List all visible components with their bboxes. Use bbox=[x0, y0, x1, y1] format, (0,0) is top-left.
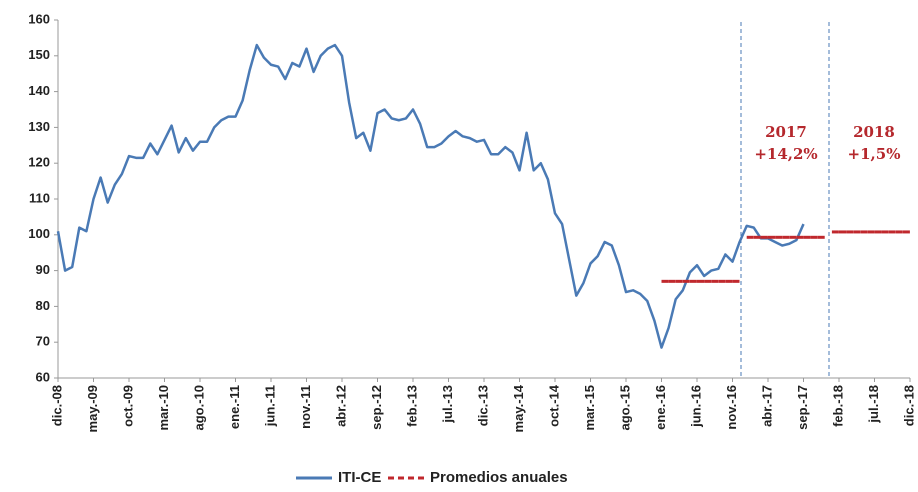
annotation: 2017 bbox=[765, 123, 807, 141]
series-line bbox=[56, 43, 805, 349]
x-tick-label: oct.-09 bbox=[120, 385, 135, 427]
y-tick-label: 140 bbox=[28, 83, 50, 98]
x-tick-label: ago.-10 bbox=[191, 385, 206, 431]
y-tick-label: 100 bbox=[28, 226, 50, 241]
x-tick-label: dic.-18 bbox=[901, 385, 916, 426]
x-tick-label: ago.-15 bbox=[617, 385, 632, 431]
x-tick-label: abr.-17 bbox=[759, 385, 774, 427]
y-tick-label: 90 bbox=[36, 262, 50, 277]
x-tick-label: feb.-18 bbox=[830, 385, 845, 427]
y-tick-label: 110 bbox=[29, 190, 50, 205]
x-tick-label: abr.-12 bbox=[333, 385, 348, 427]
annotation: +1,5% bbox=[848, 145, 901, 163]
x-tick-label: nov.-16 bbox=[724, 385, 739, 430]
annotation: +14,2% bbox=[754, 145, 817, 163]
x-tick-label: may.-14 bbox=[511, 384, 526, 432]
annotation: 2018 bbox=[853, 123, 895, 141]
x-tick-label: jul.-13 bbox=[440, 385, 455, 424]
y-tick-label: 130 bbox=[28, 119, 50, 134]
x-tick-label: may.-09 bbox=[85, 385, 100, 432]
y-tick-label: 160 bbox=[28, 11, 50, 26]
y-tick-label: 60 bbox=[36, 369, 50, 384]
y-tick-label: 80 bbox=[36, 298, 50, 313]
x-tick-label: jul.-18 bbox=[866, 385, 881, 424]
legend-label: ITI-CE bbox=[338, 469, 381, 486]
x-tick-label: feb.-13 bbox=[404, 385, 419, 427]
x-tick-label: nov.-11 bbox=[298, 385, 313, 429]
x-tick-label: jun.-16 bbox=[688, 385, 703, 428]
x-tick-label: jun.-11 bbox=[262, 385, 277, 427]
x-tick-label: sep.-17 bbox=[795, 385, 810, 430]
x-tick-label: dic.-13 bbox=[475, 385, 490, 426]
x-tick-label: ene.-16 bbox=[653, 385, 668, 430]
y-tick-label: 70 bbox=[36, 334, 50, 349]
legend-label: Promedios anuales bbox=[430, 469, 568, 486]
x-tick-label: mar.-15 bbox=[582, 385, 597, 431]
x-tick-label: oct.-14 bbox=[546, 384, 561, 427]
y-tick-label: 150 bbox=[28, 47, 50, 62]
x-tick-label: sep.-12 bbox=[369, 385, 384, 430]
y-tick-label: 120 bbox=[28, 155, 50, 170]
x-tick-label: dic.-08 bbox=[49, 385, 64, 426]
x-tick-label: mar.-10 bbox=[156, 385, 171, 431]
x-tick-label: ene.-11 bbox=[227, 385, 242, 429]
